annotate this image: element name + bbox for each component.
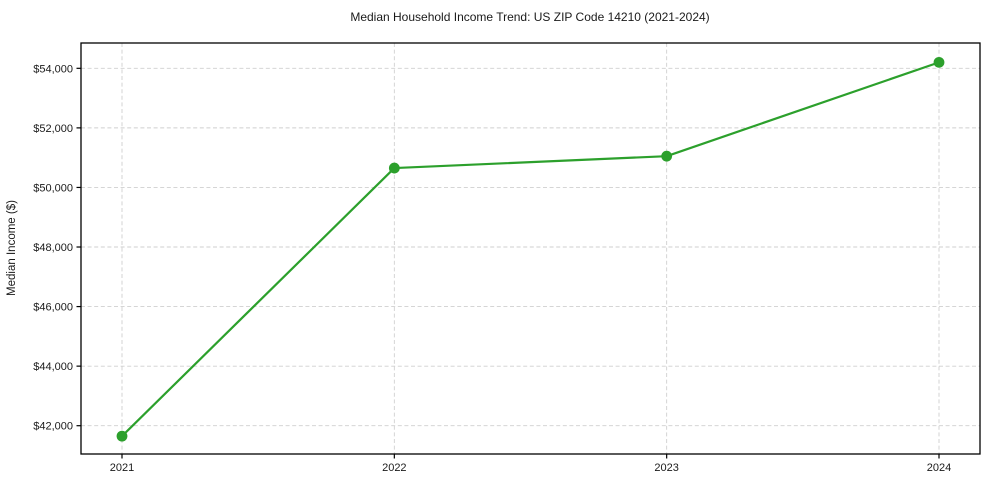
data-point-marker xyxy=(116,430,128,442)
chart-title: Median Household Income Trend: US ZIP Co… xyxy=(350,10,709,24)
y-tick-label: $44,000 xyxy=(33,361,73,373)
y-tick-label: $52,000 xyxy=(33,123,73,135)
plot-border xyxy=(80,42,981,455)
x-tick-label: 2022 xyxy=(382,462,406,474)
y-tick-label: $48,000 xyxy=(33,242,73,254)
y-axis-label: Median Income ($) xyxy=(6,200,18,296)
x-tick-label: 2024 xyxy=(927,462,951,474)
x-tick-label: 2023 xyxy=(654,462,678,474)
x-tick-label: 2021 xyxy=(110,462,134,474)
data-point-marker xyxy=(661,150,673,162)
series-line xyxy=(120,61,941,438)
data-point-marker xyxy=(388,162,400,174)
y-tick-label: $46,000 xyxy=(33,302,73,314)
y-tick-label: $54,000 xyxy=(33,63,73,75)
y-tick-label: $42,000 xyxy=(33,421,73,433)
y-tick-label: $50,000 xyxy=(33,182,73,194)
grid-layer xyxy=(81,43,980,454)
data-layer xyxy=(116,56,945,442)
data-point-marker xyxy=(933,56,945,68)
axis-layer: $42,000 $44,000 $46,000 $48,000 $50,000 $52,0… xyxy=(33,42,981,474)
